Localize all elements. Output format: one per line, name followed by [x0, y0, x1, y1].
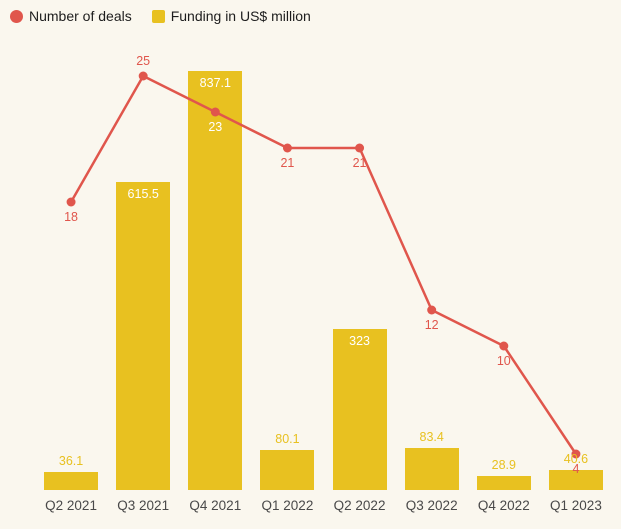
deals-line-point[interactable] — [355, 143, 365, 153]
funding-bar[interactable] — [188, 71, 243, 490]
funding-bar[interactable] — [44, 471, 99, 490]
bar-value-label: 28.9 — [491, 457, 516, 472]
deals-value-label: 4 — [572, 462, 580, 476]
deals-value-label: 21 — [352, 156, 367, 170]
deals-line-point[interactable] — [499, 341, 509, 351]
funding-bar[interactable] — [548, 469, 603, 490]
category-label: Q3 2021 — [117, 498, 170, 513]
funding-legend-marker-icon — [151, 9, 165, 23]
funding-bar[interactable] — [476, 475, 531, 490]
funding-bar[interactable] — [260, 449, 315, 490]
legend-item-deals: Number of deals — [10, 8, 132, 24]
bar-value-label: 40.6 — [563, 451, 589, 466]
category-label: Q1 2022 — [261, 498, 314, 513]
category-label: Q2 2021 — [45, 498, 97, 513]
funding-bar[interactable] — [404, 448, 459, 490]
legend-label-funding: Funding in US$ million — [170, 8, 311, 24]
deals-line-point[interactable] — [138, 71, 148, 81]
deals-value-label: 25 — [136, 54, 151, 68]
bar-value-label: 615.5 — [127, 187, 159, 202]
deals-value-label: 21 — [280, 156, 295, 170]
bar-value-label: 80.1 — [275, 431, 300, 446]
legend-label-deals: Number of deals — [29, 8, 132, 24]
bar-value-label: 83.4 — [419, 430, 444, 445]
legend-item-funding: Funding in US$ million — [151, 8, 311, 24]
deals-line-point[interactable] — [66, 197, 76, 207]
category-label: Q3 2022 — [405, 498, 458, 513]
deals-value-label: 12 — [424, 318, 439, 332]
chart-legend: Number of deals Funding in US$ million — [10, 8, 311, 24]
funding-bar[interactable] — [332, 328, 387, 490]
deals-line-point[interactable] — [282, 143, 292, 153]
category-label: Q4 2022 — [477, 498, 530, 513]
deals-value-label: 10 — [496, 354, 511, 368]
funding-bar[interactable] — [116, 182, 171, 490]
deals-legend-marker-icon — [10, 9, 23, 23]
bar-value-label: 36.1 — [58, 453, 84, 468]
bar-value-label: 837.1 — [199, 76, 231, 91]
deals-value-label: 23 — [208, 120, 223, 134]
deals-line-point[interactable] — [427, 305, 437, 315]
category-label: Q2 2022 — [333, 498, 386, 513]
category-label: Q1 2023 — [550, 498, 602, 513]
bar-value-label: 323 — [349, 333, 370, 348]
category-label: Q4 2021 — [189, 498, 242, 513]
deals-value-label: 18 — [64, 210, 79, 224]
